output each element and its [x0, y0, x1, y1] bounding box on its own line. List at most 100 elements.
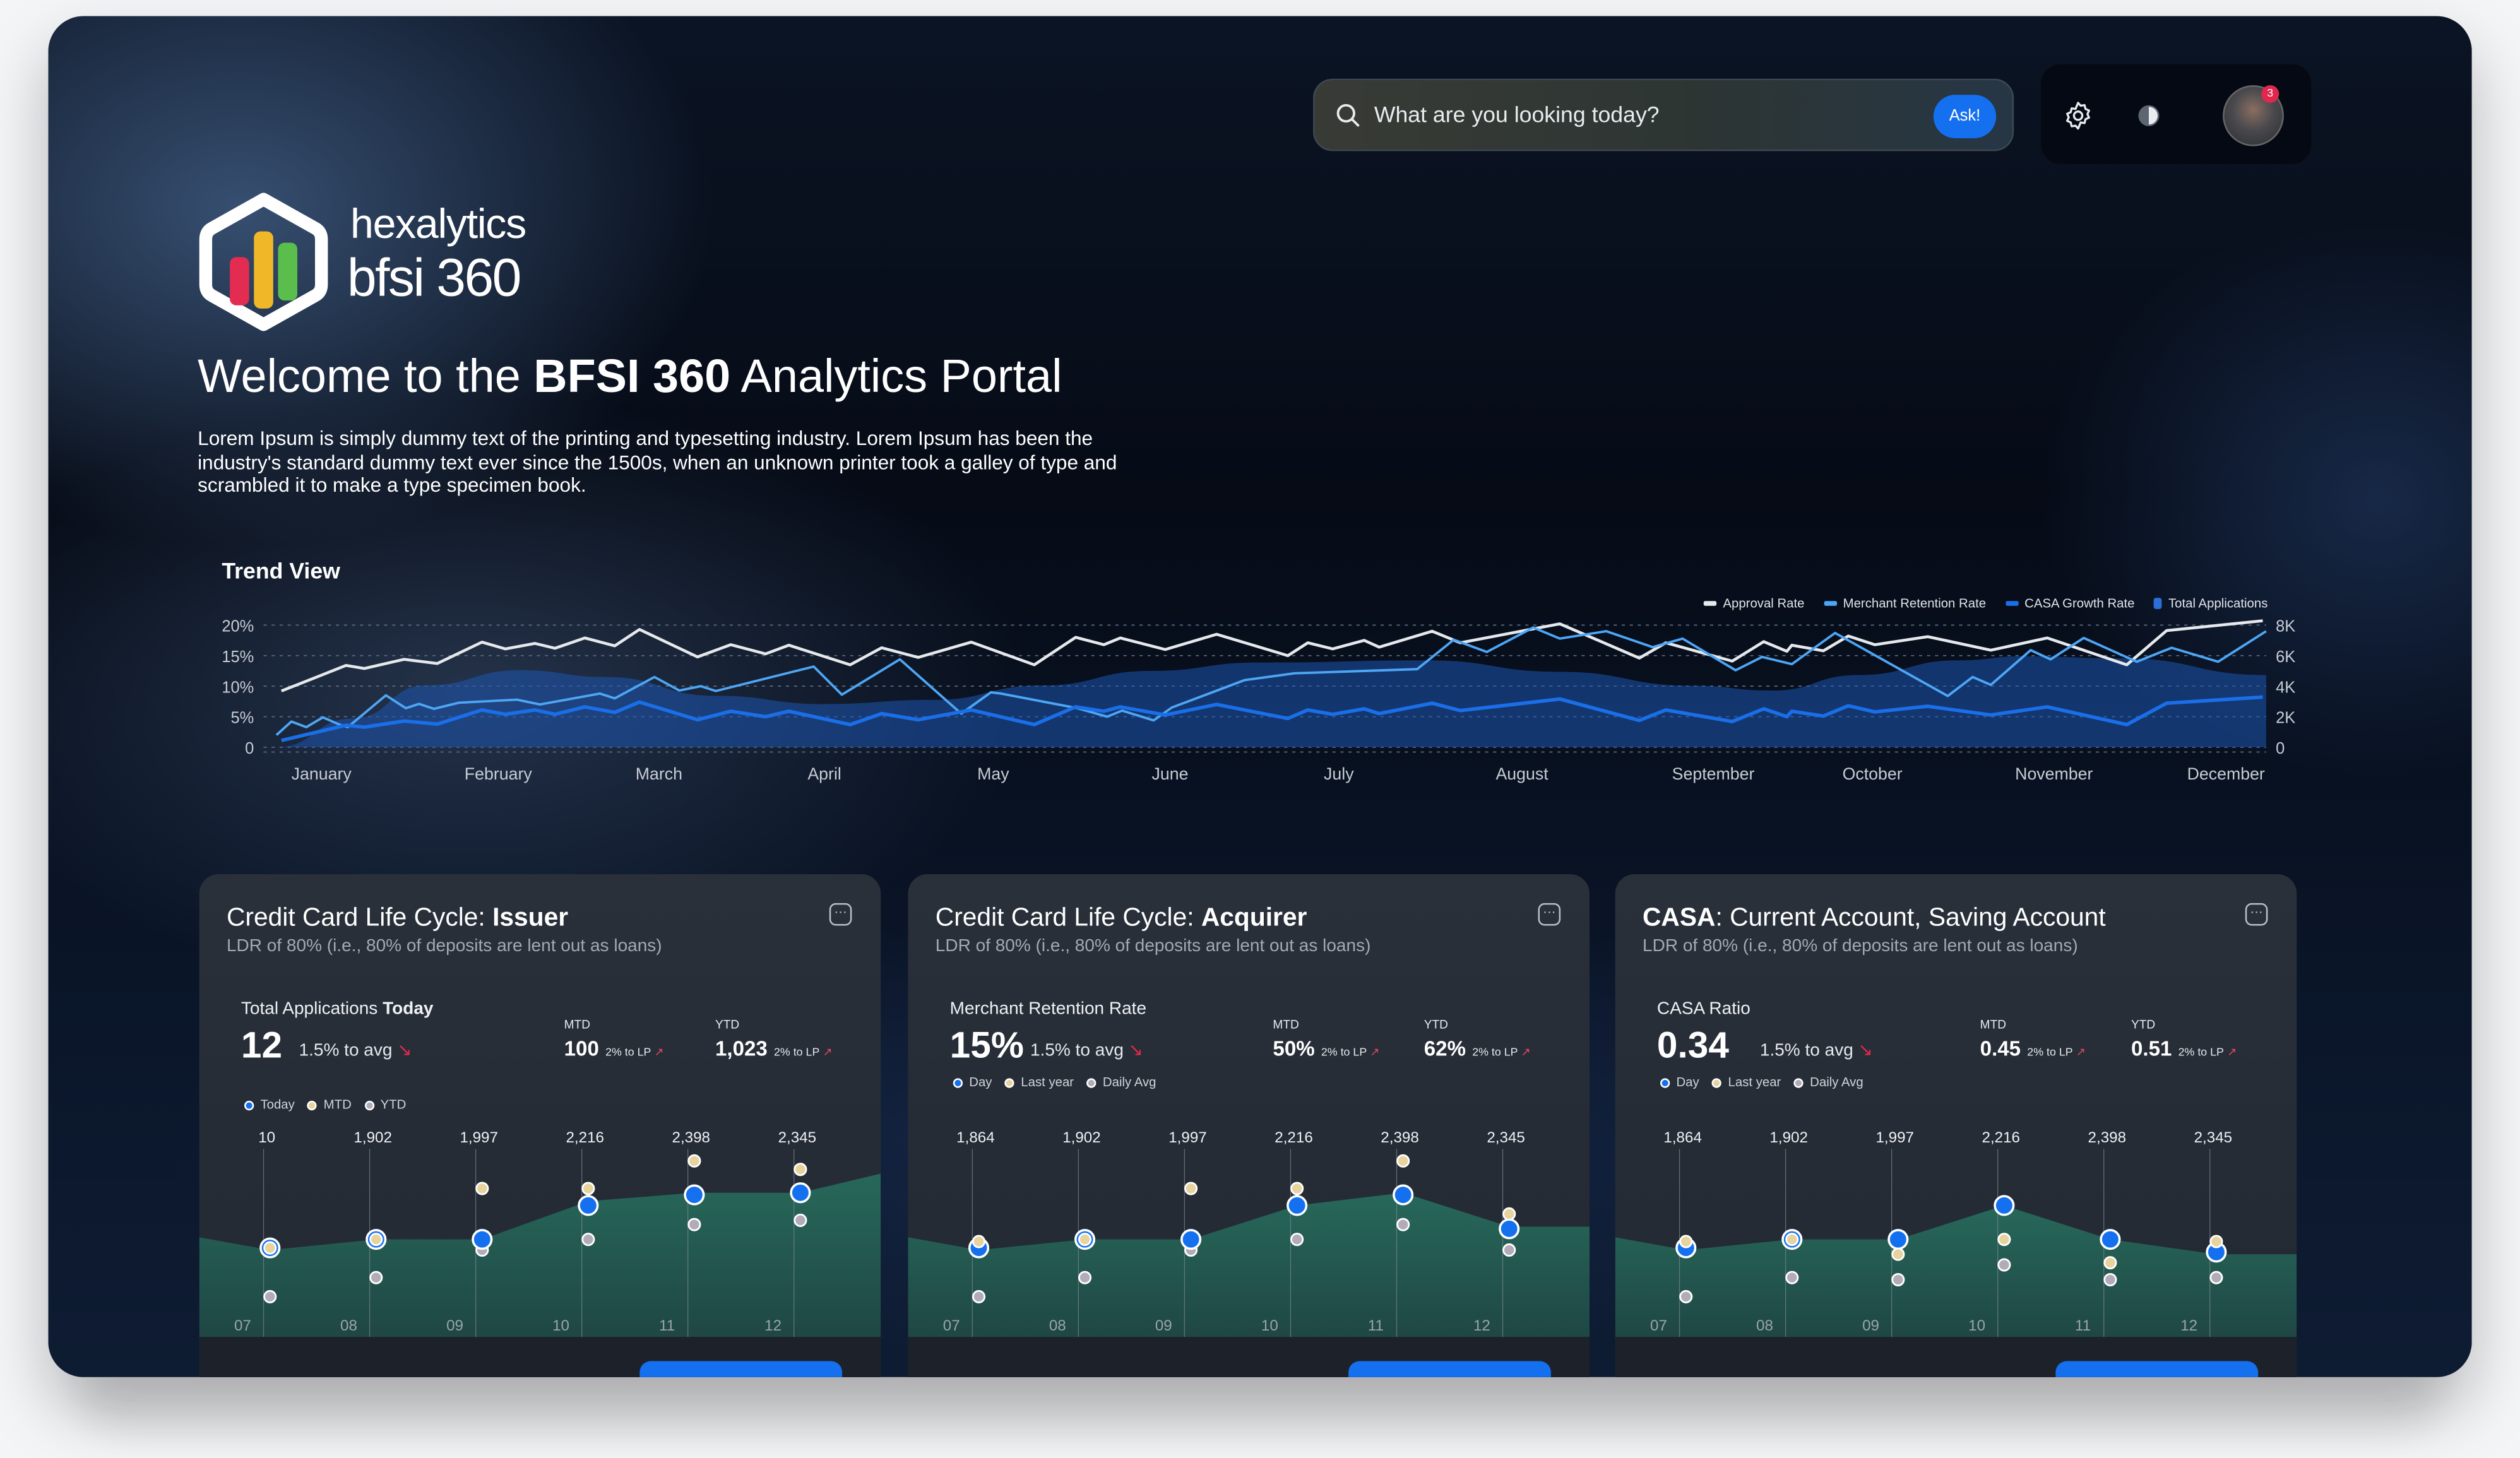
x-tick-month[interactable]: March	[636, 764, 682, 783]
dot-tertiary[interactable]	[1891, 1272, 1905, 1287]
gear-icon[interactable]	[2062, 100, 2095, 140]
column-value-label: 1,864	[956, 1129, 995, 1146]
dot-secondary[interactable]	[1502, 1207, 1516, 1221]
legend-item[interactable]: Daily Avg	[1086, 1075, 1156, 1089]
dot-primary[interactable]	[2100, 1229, 2121, 1250]
legend-item-total-applications[interactable]: Total Applications	[2154, 596, 2267, 610]
search-input[interactable]: What are you looking today?	[1374, 101, 1660, 127]
dot-primary[interactable]	[578, 1195, 599, 1216]
ellipsis-icon: ···	[834, 904, 847, 920]
dot-tertiary[interactable]	[1396, 1218, 1410, 1231]
dot-secondary[interactable]	[1679, 1235, 1693, 1248]
column-x-label: 08	[1049, 1317, 1066, 1334]
contrast-icon[interactable]	[2136, 103, 2162, 136]
dot-tertiary[interactable]	[793, 1213, 807, 1227]
dot-secondary[interactable]	[1997, 1233, 2011, 1247]
dot-primary[interactable]	[1499, 1218, 1520, 1240]
column-x-label: 12	[764, 1317, 782, 1334]
more-options-button[interactable]: ···	[829, 903, 852, 926]
dot-secondary[interactable]	[1891, 1247, 1905, 1261]
dot-tertiary[interactable]	[1078, 1271, 1092, 1284]
mtd-number: 100	[564, 1036, 599, 1061]
x-tick-month[interactable]: May	[977, 764, 1009, 783]
x-tick-month[interactable]: August	[1495, 764, 1548, 783]
dot-tertiary[interactable]	[1679, 1289, 1693, 1303]
dot-secondary[interactable]	[475, 1182, 489, 1195]
ytd-label: YTD	[715, 1017, 740, 1032]
x-tick-month[interactable]: September	[1672, 764, 1755, 783]
dot-primary[interactable]	[790, 1182, 811, 1204]
trend-up-arrow-icon: ↗	[2076, 1047, 2086, 1059]
legend-item-casa-growth-rate[interactable]: CASA Growth Rate	[2005, 596, 2135, 610]
dot-primary[interactable]	[684, 1184, 705, 1206]
dot-primary[interactable]	[1287, 1195, 1308, 1216]
card-title-text: Credit Card Life Cycle:	[935, 904, 1201, 932]
metric-label: Total Applications Today	[241, 1000, 434, 1019]
legend-item[interactable]: Last year	[1004, 1075, 1074, 1089]
x-tick-month[interactable]: January	[292, 764, 352, 783]
legend-item-approval-rate[interactable]: Approval Rate	[1703, 596, 1805, 610]
x-tick-month[interactable]: July	[1324, 764, 1354, 783]
dot-secondary[interactable]	[1184, 1182, 1198, 1195]
x-tick-month[interactable]: April	[807, 764, 841, 783]
dot-tertiary[interactable]	[2209, 1271, 2223, 1284]
dot-secondary[interactable]	[263, 1241, 277, 1255]
dot-tertiary[interactable]	[1502, 1243, 1516, 1257]
dot-tertiary[interactable]	[1785, 1271, 1799, 1284]
legend-item[interactable]: Day	[953, 1075, 992, 1089]
card-chart-legend: Day Last year Daily Avg	[953, 1075, 1156, 1089]
dot-tertiary[interactable]	[369, 1271, 383, 1284]
dot-primary[interactable]	[472, 1229, 493, 1250]
dot-secondary[interactable]	[581, 1182, 595, 1195]
kpi-card: Credit Card Life Cycle: Issuer LDR of 80…	[199, 874, 881, 1377]
legend-item[interactable]: Today	[244, 1098, 295, 1112]
legend-item[interactable]: Daily Avg	[1793, 1075, 1863, 1089]
more-options-button[interactable]: ···	[1538, 903, 1561, 926]
dot-secondary[interactable]	[972, 1235, 986, 1248]
x-tick-month[interactable]: June	[1152, 764, 1189, 783]
trend-legend: Approval Rate Merchant Retention Rate CA…	[1703, 596, 2267, 610]
legend-item[interactable]: YTD	[364, 1098, 406, 1112]
column-value-label: 2,398	[672, 1129, 711, 1146]
dot-primary[interactable]	[1393, 1184, 1414, 1206]
dot-primary[interactable]	[1887, 1229, 1909, 1250]
dot-tertiary[interactable]	[1290, 1233, 1304, 1247]
dot-tertiary[interactable]	[2103, 1272, 2117, 1287]
card-action-button[interactable]	[1348, 1361, 1551, 1377]
x-tick-month[interactable]: November	[2015, 764, 2093, 783]
legend-item-merchant-retention-rate[interactable]: Merchant Retention Rate	[1824, 596, 1986, 610]
dot-primary[interactable]	[1994, 1195, 2015, 1216]
dot-tertiary[interactable]	[1997, 1258, 2011, 1272]
dot-secondary[interactable]	[369, 1233, 383, 1247]
dot-secondary[interactable]	[1078, 1233, 1092, 1247]
column-value-label: 2,398	[2088, 1129, 2126, 1146]
dot-secondary[interactable]	[793, 1163, 807, 1176]
search-bar[interactable]: What are you looking today? Ask!	[1313, 78, 2014, 151]
dot-tertiary[interactable]	[581, 1233, 595, 1247]
x-tick-month[interactable]: December	[2187, 764, 2265, 783]
ask-button[interactable]: Ask!	[1933, 95, 1997, 138]
dot-secondary[interactable]	[687, 1154, 701, 1168]
trend-down-arrow-icon: ↘	[1128, 1041, 1144, 1061]
x-tick-month[interactable]: February	[465, 764, 533, 783]
column-value-label: 2,216	[1275, 1129, 1313, 1146]
dot-secondary[interactable]	[1290, 1182, 1304, 1195]
trend-up-arrow-icon: ↗	[823, 1047, 833, 1059]
dot-tertiary[interactable]	[687, 1218, 701, 1231]
dot-tertiary[interactable]	[972, 1289, 986, 1303]
legend-item[interactable]: Last year	[1712, 1075, 1781, 1089]
more-options-button[interactable]: ···	[2245, 903, 2268, 926]
legend-item[interactable]: Day	[1660, 1075, 1699, 1089]
card-action-button[interactable]	[2055, 1361, 2259, 1377]
dot-secondary[interactable]	[1396, 1154, 1410, 1168]
dot-secondary[interactable]	[2209, 1235, 2223, 1248]
card-action-button[interactable]	[639, 1361, 843, 1377]
dot-primary[interactable]	[1180, 1229, 1202, 1250]
dot-secondary[interactable]	[2103, 1256, 2117, 1270]
dot-secondary[interactable]	[1785, 1233, 1799, 1247]
legend-item[interactable]: MTD	[307, 1098, 352, 1112]
metric-label-text: Total Applications	[241, 999, 383, 1019]
dot-tertiary[interactable]	[263, 1289, 277, 1303]
x-tick-month[interactable]: October	[1843, 764, 1903, 783]
card-title: CASA: Current Account, Saving Account	[1643, 904, 2106, 933]
